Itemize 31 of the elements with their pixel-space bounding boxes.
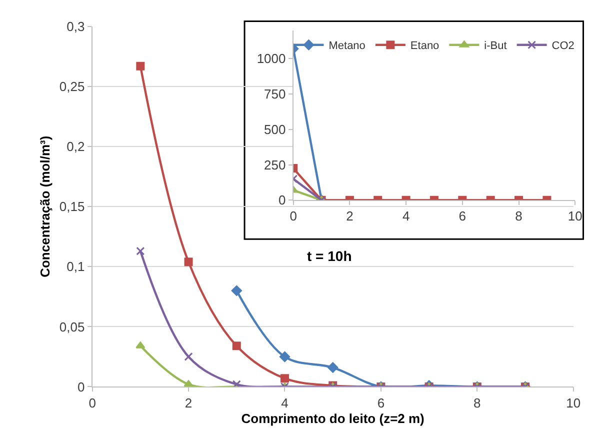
y-tick-label: 250: [264, 157, 286, 172]
x-tick-label: 0: [88, 395, 96, 410]
x-tick-label: 10: [566, 395, 581, 410]
x-tick-label: 4: [281, 395, 288, 410]
y-tick-label: 0,15: [59, 199, 85, 214]
x-tick-label: 8: [474, 395, 481, 410]
y-tick-label: 0,2: [66, 139, 85, 154]
x-tick-label: 6: [458, 208, 466, 224]
annotation: t = 10h: [307, 248, 352, 264]
x-tick-label: 0: [290, 208, 297, 224]
x-tick-label: 8: [515, 208, 522, 224]
y-tick-label: 0,25: [59, 79, 85, 94]
y-tick-label: 1000: [256, 51, 286, 66]
y-tick-label: 0: [77, 379, 85, 394]
legend-label: Etano: [410, 40, 440, 52]
x-tick-label: 4: [402, 208, 410, 224]
y-axis-title: Concentração (mol/m³): [37, 136, 52, 278]
y-tick-label: 500: [264, 122, 286, 137]
legend-label: Metano: [328, 40, 366, 52]
x-tick-label: 6: [377, 395, 385, 410]
legend-label: CO2: [552, 40, 574, 52]
y-tick-label: 0,3: [66, 19, 85, 34]
legend-label: i-But: [484, 40, 507, 52]
y-tick-label: 0: [278, 192, 286, 208]
x-tick-label: 2: [346, 208, 354, 224]
y-tick-label: 0,05: [59, 319, 85, 334]
y-tick-label: 0,1: [66, 259, 85, 274]
y-tick-label: 750: [264, 86, 286, 102]
x-axis-title: Comprimento do leito (z=2 m): [241, 410, 424, 426]
x-tick-label: 2: [184, 395, 192, 410]
x-tick-label: 10: [568, 208, 582, 224]
